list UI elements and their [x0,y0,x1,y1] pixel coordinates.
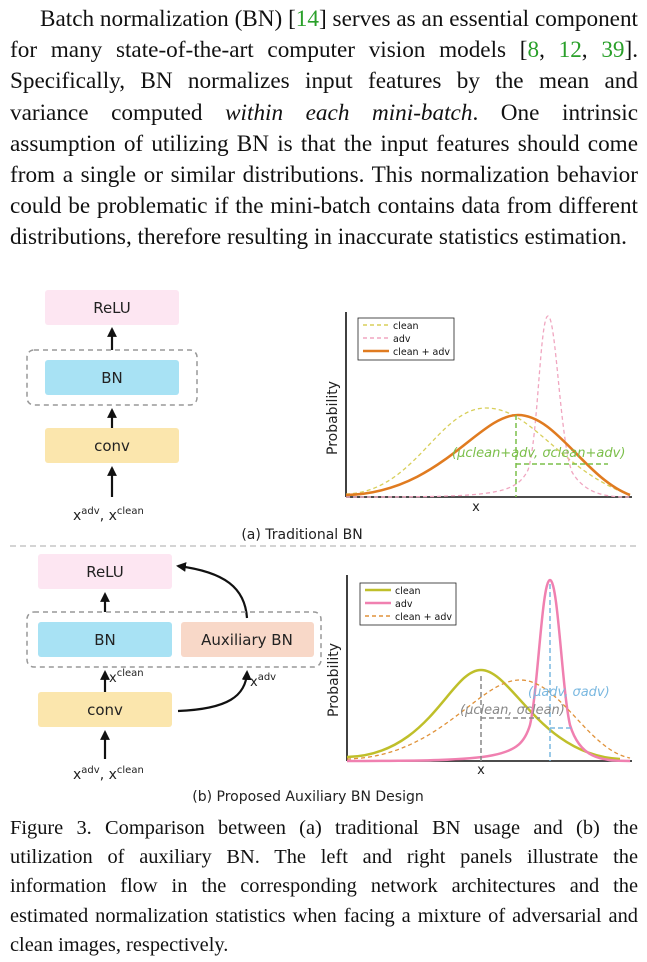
panel-a-plot: Probability x (μclean+adv, σclean+adv) c… [325,312,632,515]
bn-label: BN [94,631,116,649]
emphasis: within each mini-batch [225,99,473,126]
auxiliary-bn-label: Auxiliary BN [201,631,293,649]
bn-block [38,622,172,657]
legend-label-adv: adv [395,599,413,610]
clean-curve [345,407,631,496]
panel-b-architecture: ReLU BN Auxiliary BN xclean xadv conv xa… [26,554,322,783]
bn-label: BN [101,369,123,387]
legend-label-clean: clean [393,321,419,332]
clean-branch-label: xclean [109,668,144,686]
conv-label: conv [87,701,123,719]
legend-label-clean: clean [395,586,421,597]
input-label: xadv, xclean [73,765,144,783]
x-axis-label: x [472,500,480,515]
adv-curve [346,578,631,763]
legend-label-mix: clean + adv [393,347,450,358]
figure-caption: Figure 3. Comparison between (a) traditi… [10,814,638,960]
panel-b-plot: Probability x (μadv, σadv) (μclean, σcle… [326,575,632,778]
aux-to-relu-arrow [176,562,249,619]
legend-label-mix: clean + adv [395,612,452,623]
auxiliary-bn-block [181,622,314,657]
subcaption-a: (a) Traditional BN [241,527,362,543]
relu-block [38,554,172,589]
legend [357,317,455,361]
bn-dashed-group [26,611,322,668]
relu-label: ReLU [93,299,131,317]
mix-curve [345,413,631,497]
adv-curve [345,315,631,498]
citation-ref[interactable]: 14 [295,6,319,32]
mix-curve [346,679,631,760]
legend-label-adv: adv [393,334,411,345]
intro-paragraph: Batch normalization (BN) [14] serves as … [10,6,639,251]
subcaption-b: (b) Proposed Auxiliary BN Design [192,789,424,805]
clean-stat-annotation: (μclean, σclean) [460,703,565,718]
citation-ref[interactable]: 39 [601,37,625,64]
citation-ref[interactable]: 8 [527,37,540,64]
adv-branch-label: xadv [250,672,276,690]
x-axis-label: x [477,763,485,778]
clean-curve [346,668,621,761]
panel-a-architecture: ReLU BN conv xadv, xclean [26,290,198,524]
y-axis-label: Probability [325,381,341,455]
conv-to-aux-arrow [177,670,252,713]
relu-block [45,290,179,325]
conv-block [45,428,179,463]
caption-text: Figure 3. Comparison between (a) traditi… [10,817,638,956]
stat-annotation: (μclean+adv, σclean+adv) [452,446,625,461]
input-label: xadv, xclean [73,506,144,524]
bn-dashed-group [26,349,198,406]
conv-label: conv [94,437,130,455]
figure-3: ReLU BN conv xadv, xclean Probability x … [10,290,637,805]
conv-block [38,692,172,727]
y-axis-label: Probability [326,643,342,717]
bn-block [45,360,179,395]
adv-stat-annotation: (μadv, σadv) [528,685,610,700]
relu-label: ReLU [86,563,124,581]
citation-ref[interactable]: 12 [558,37,582,64]
